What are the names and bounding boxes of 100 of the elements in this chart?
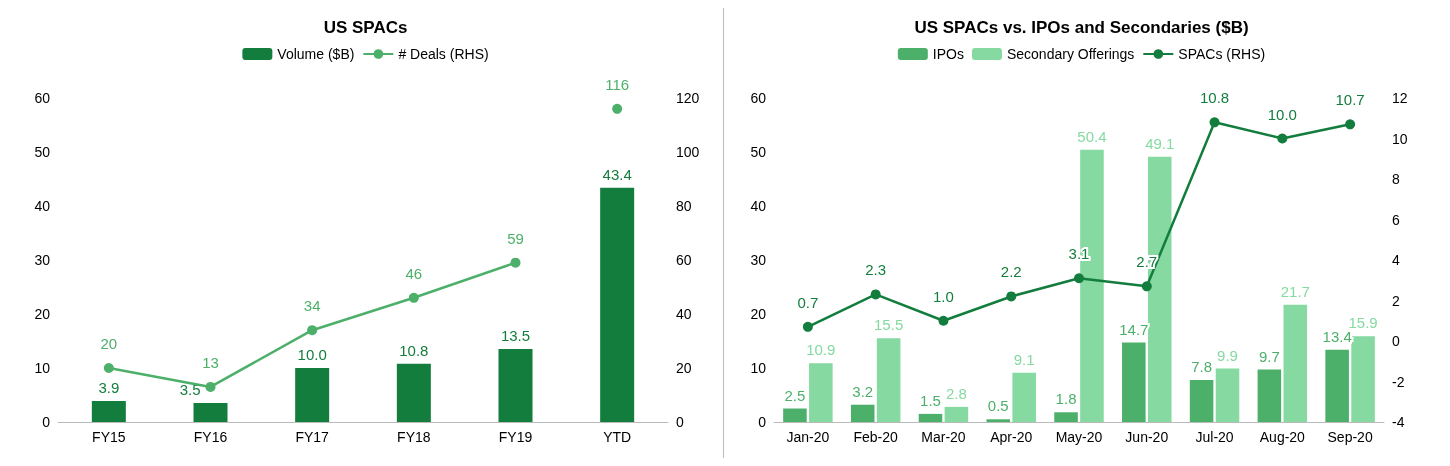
x-tick-label: Feb-20 [853,429,899,445]
bar [783,408,807,422]
data-label: 50.4 [1077,127,1107,145]
y2-tick-label: 100 [676,144,700,160]
data-label: 3.9 [98,378,120,396]
legend-label: Secondary Offerings [1006,46,1135,62]
data-label: 49.1 [1145,134,1175,152]
y2-tick-label: 10 [1392,130,1408,147]
data-label: 0.5 [987,397,1009,415]
bar [1054,412,1078,422]
x-tick-label: YTD [603,429,632,445]
y2-tick-label: 6 [1392,211,1400,228]
bar [396,363,431,422]
bar [809,363,833,422]
legend-label: # Deals (RHS) [398,46,489,62]
legend-label: IPOs [932,46,964,62]
bar [498,349,533,422]
data-label: 9.1 [1013,350,1035,368]
data-label: 1.0 [933,287,954,305]
data-label: 3.5 [179,381,201,399]
y-tick-label: 20 [34,306,51,322]
data-label: 116 [605,75,630,93]
bar [850,404,875,422]
data-label: 15.5 [874,316,904,334]
point [103,363,114,373]
y-tick-label: 30 [34,252,51,268]
point [1277,133,1288,144]
y2-tick-label: -2 [1392,373,1405,390]
bar [1215,368,1240,422]
data-label: 10.0 [297,346,327,363]
bar [918,413,943,422]
data-label: 3.2 [852,382,874,400]
y-tick-label: 30 [750,252,767,268]
y-tick-label: 0 [758,414,767,430]
point [870,289,881,300]
data-label: 13.5 [500,327,531,345]
data-label: 59 [507,229,524,247]
y-tick-label: 40 [34,198,51,214]
y2-tick-label: -4 [1392,414,1405,430]
data-label: 21.7 [1280,282,1310,300]
bar [1189,379,1214,422]
legend-label: Volume ($B) [277,46,355,62]
data-label: 34 [303,297,321,315]
y-tick-label: 50 [750,144,767,160]
x-tick-label: Sep-20 [1327,429,1373,445]
chart-title: US SPACs [323,18,408,37]
data-label: 20 [100,335,118,352]
y2-tick-label: 2 [1392,292,1400,309]
data-label: 2.2 [1000,263,1022,281]
point [1006,291,1017,302]
y2-tick-label: 4 [1392,252,1400,268]
data-label: 10.9 [806,341,836,359]
point [510,257,521,268]
y-tick-label: 60 [34,90,51,106]
y-tick-label: 10 [34,360,51,376]
point [938,315,949,326]
data-label: 13 [202,353,219,371]
data-label: 0.7 [797,293,819,311]
point [408,292,419,303]
x-tick-label: Jul-20 [1195,429,1234,445]
bar [1283,304,1308,422]
y-tick-label: 0 [42,414,51,430]
data-label: 1.8 [1055,390,1077,408]
x-tick-label: FY16 [193,429,228,445]
y2-tick-label: 12 [1392,90,1408,106]
x-tick-label: Apr-20 [990,429,1033,445]
data-label: 3.1 [1068,245,1090,263]
y-tick-label: 50 [34,144,51,160]
x-tick-label: Aug-20 [1259,429,1306,445]
data-label: 14.7 [1119,320,1149,338]
data-label: 9.9 [1217,346,1238,364]
data-label: 43.4 [602,165,632,183]
y-tick-label: 40 [750,198,767,214]
y2-tick-label: 120 [676,90,700,106]
data-label: 2.5 [784,386,806,404]
x-tick-label: FY18 [397,429,431,445]
data-label: 10.7 [1335,91,1365,109]
y2-tick-label: 20 [676,360,692,376]
x-tick-label: FY17 [295,429,330,445]
x-tick-label: Mar-20 [921,429,966,445]
point [1141,281,1152,292]
data-label: 10.8 [399,341,429,359]
point [205,381,216,392]
data-label: 46 [405,264,423,282]
point [1074,273,1084,284]
bar [944,406,969,422]
bar [600,187,635,422]
bar [1351,336,1375,422]
data-label: 9.7 [1258,347,1280,365]
y2-tick-label: 0 [676,414,684,430]
bar [1325,349,1349,422]
data-label: 10.8 [1199,89,1230,107]
bar [193,403,228,422]
y2-tick-label: 60 [676,252,692,268]
point [307,325,318,336]
data-label: 2.3 [865,261,887,279]
x-tick-label: Jan-20 [786,429,830,445]
chart-title: US SPACs vs. IPOs and Secondaries ($B) [914,18,1249,37]
data-label: 2.8 [945,384,967,402]
bar [295,368,330,422]
